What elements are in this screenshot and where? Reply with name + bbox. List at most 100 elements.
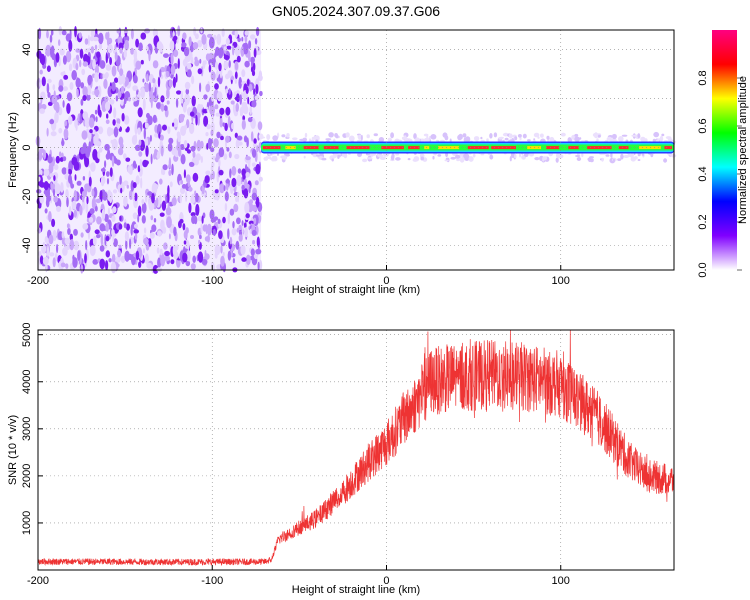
noise-speckle: [111, 155, 115, 167]
noise-speckle: [94, 64, 99, 75]
noise-speckle: [230, 76, 235, 81]
noise-speckle: [187, 69, 192, 78]
noise-speckle: [38, 169, 43, 176]
noise-speckle: [160, 254, 166, 267]
noise-speckle: [52, 188, 56, 197]
noise-speckle: [205, 53, 211, 61]
noise-speckle: [137, 165, 141, 173]
noise-speckle: [92, 58, 96, 70]
noise-speckle: [135, 250, 140, 261]
signal-halo-speckle: [366, 134, 370, 139]
noise-speckle: [88, 176, 92, 187]
noise-speckle: [220, 135, 224, 141]
noise-speckle: [141, 202, 147, 214]
signal-halo-speckle: [303, 155, 306, 159]
noise-speckle: [84, 156, 90, 168]
signal-halo-speckle: [560, 132, 566, 137]
noise-speckle: [53, 175, 56, 182]
noise-speckle: [206, 124, 211, 130]
noise-speckle: [228, 60, 231, 69]
noise-speckle: [207, 137, 212, 150]
noise-speckle: [109, 128, 115, 135]
noise-speckle: [216, 33, 222, 46]
noise-speckle: [199, 234, 202, 240]
noise-speckle: [236, 55, 241, 63]
noise-speckle: [186, 149, 191, 154]
x-tick-label: 0: [383, 275, 389, 287]
noise-speckle: [176, 244, 179, 251]
noise-speckle: [142, 78, 145, 83]
noise-speckle: [179, 218, 184, 224]
snr-frame: [37, 329, 675, 571]
noise-speckle: [192, 172, 199, 182]
noise-speckle: [223, 55, 230, 60]
noise-speckle: [232, 221, 235, 229]
noise-speckle: [166, 100, 170, 105]
y-tick-label: 4000: [21, 370, 33, 394]
signal-halo-speckle: [509, 156, 512, 162]
noise-speckle: [97, 54, 100, 66]
noise-speckle: [218, 147, 225, 158]
signal-halo-speckle: [348, 135, 355, 142]
signal-halo-speckle: [473, 136, 480, 141]
signal-halo-speckle: [587, 157, 590, 161]
noise-speckle: [191, 95, 196, 107]
noise-speckle: [199, 58, 202, 64]
noise-speckle: [138, 151, 143, 157]
noise-speckle: [213, 216, 219, 221]
noise-speckle: [60, 182, 64, 193]
noise-speckle: [167, 185, 170, 196]
noise-speckle: [102, 191, 108, 201]
snr-background: [38, 330, 674, 570]
signal-halo-speckle: [665, 136, 672, 140]
snr-y-ticks: 1000 2000 3000 4000 5000: [21, 322, 43, 535]
noise-speckle: [129, 238, 132, 250]
noise-speckle: [105, 250, 111, 258]
noise-speckle: [152, 28, 157, 37]
noise-speckle: [144, 160, 149, 165]
noise-speckle: [231, 122, 234, 130]
noise-speckle: [50, 29, 54, 36]
noise-speckle: [90, 135, 94, 148]
noise-speckle: [76, 88, 79, 98]
noise-speckle: [188, 186, 193, 192]
noise-speckle: [256, 145, 259, 153]
noise-speckle: [238, 77, 242, 89]
noise-speckle: [75, 48, 81, 53]
signal-halo-speckle: [450, 156, 457, 160]
noise-speckle: [43, 168, 50, 177]
noise-speckle: [255, 84, 259, 95]
noise-speckle: [155, 197, 159, 207]
noise-speckle: [58, 151, 62, 157]
noise-speckle: [193, 27, 197, 36]
noise-speckle: [38, 251, 42, 257]
signal-halo-speckle: [360, 134, 363, 141]
noise-speckle: [219, 117, 223, 128]
noise-speckle: [52, 84, 56, 91]
noise-speckle: [206, 106, 209, 113]
noise-speckle: [225, 73, 230, 80]
noise-speckle: [145, 145, 149, 157]
noise-speckle: [172, 122, 175, 127]
noise-speckle: [223, 153, 228, 161]
noise-speckle: [214, 83, 219, 90]
signal-core-segment: [323, 146, 339, 150]
noise-speckle: [243, 222, 247, 229]
noise-speckle: [161, 200, 167, 211]
noise-speckle: [73, 240, 80, 251]
y-tick-label: 0: [21, 144, 33, 150]
noise-speckle: [247, 50, 251, 61]
noise-speckle: [234, 61, 239, 71]
signal-halo-speckle: [522, 133, 527, 139]
noise-speckle: [111, 253, 116, 264]
noise-speckle: [186, 62, 192, 70]
signal-halo-speckle: [504, 137, 509, 141]
noise-speckle: [181, 42, 187, 48]
noise-speckle: [222, 216, 226, 224]
noise-speckle: [98, 32, 104, 45]
signal-halo-speckle: [314, 135, 320, 142]
noise-speckle: [233, 203, 239, 213]
colorbar-tick-label: 0.6: [697, 118, 709, 133]
noise-speckle: [60, 71, 65, 76]
signal-halo-speckle: [468, 156, 474, 162]
